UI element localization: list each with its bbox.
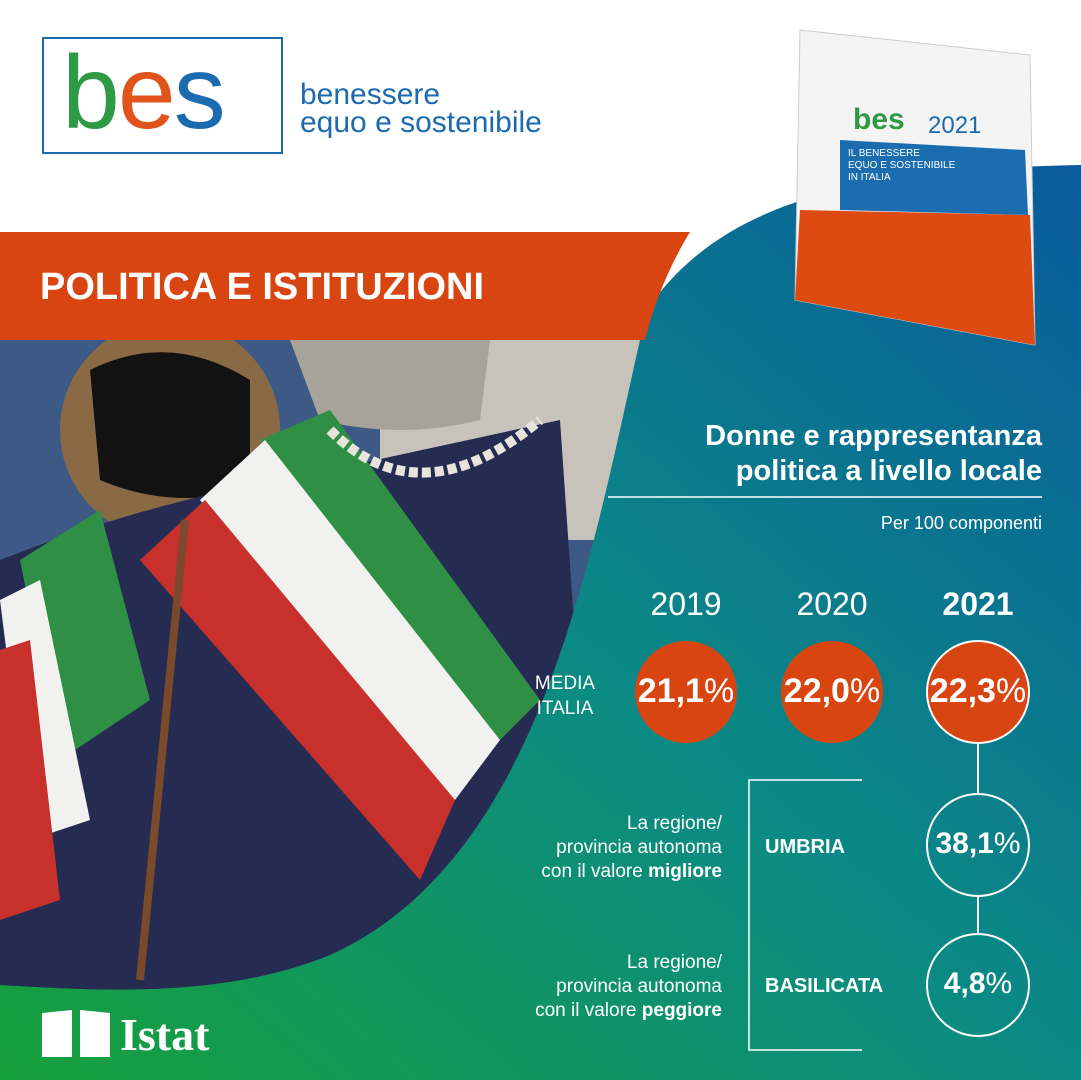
book-title: IL BENESSERE xyxy=(848,148,920,159)
istat-icon xyxy=(42,1010,110,1057)
value: 38,1 xyxy=(935,827,994,860)
value: 21,1 xyxy=(637,672,704,710)
book-title: IN ITALIA xyxy=(848,172,891,183)
year-label: 2019 xyxy=(650,586,722,622)
subtitle: Per 100 componenti xyxy=(880,513,1042,533)
unit: % xyxy=(849,672,881,710)
unit: % xyxy=(985,967,1013,1000)
value: 4,8 xyxy=(943,967,986,1000)
value: 22,0 xyxy=(783,672,850,710)
logo-letter: s xyxy=(173,35,226,151)
book-cover xyxy=(794,29,1036,346)
chart-title: Donne e rappresentanza xyxy=(705,420,1042,452)
section-band xyxy=(0,232,690,340)
region-name: UMBRIA xyxy=(765,836,845,858)
value: 22,3 xyxy=(929,672,996,710)
description: con il valore migliore xyxy=(541,860,722,884)
region-value: 4,8% xyxy=(928,967,1028,1001)
chart-title: politica a livello locale xyxy=(735,455,1042,487)
region-name: BASILICATA xyxy=(765,975,884,997)
book-year: 2021 xyxy=(928,112,982,139)
description: La regione/ xyxy=(626,952,722,973)
unit: % xyxy=(993,827,1021,860)
year-label: 2020 xyxy=(796,586,868,622)
book-title: EQUO E SOSTENIBILE xyxy=(848,160,956,171)
logo-letter: b xyxy=(62,35,120,151)
region-circle xyxy=(926,933,1030,1037)
average-label: ITALIA xyxy=(536,698,594,719)
description: provincia autonoma xyxy=(556,837,722,858)
description-text: con il valore xyxy=(535,1000,637,1021)
year-label: 2021 xyxy=(942,586,1014,622)
average-value: 21,1% xyxy=(631,672,741,711)
bracket xyxy=(748,779,862,1051)
photo xyxy=(0,340,640,990)
logo-letter: e xyxy=(117,35,176,151)
unit: % xyxy=(703,672,735,710)
book-mark: bes xyxy=(853,103,905,136)
logo-frame xyxy=(42,37,283,154)
average-value: 22,3% xyxy=(923,672,1033,711)
description: con il valore peggiore xyxy=(535,999,722,1023)
unit: % xyxy=(995,672,1027,710)
average-circle xyxy=(781,641,883,743)
average-value: 22,0% xyxy=(777,672,887,711)
description: La regione/ xyxy=(626,813,722,834)
description: provincia autonoma xyxy=(556,976,722,997)
footer-brand: Istat xyxy=(120,1009,210,1060)
average-circle xyxy=(635,641,737,743)
logo-mark: bes xyxy=(62,35,226,151)
description-text: con il valore xyxy=(541,861,643,882)
emphasis: peggiore xyxy=(641,1000,722,1021)
region-value: 38,1% xyxy=(928,827,1028,861)
section-title: POLITICA E ISTITUZIONI xyxy=(40,266,485,308)
logo-tagline: benessere xyxy=(300,78,441,111)
emphasis: migliore xyxy=(648,861,722,882)
average-label: MEDIA xyxy=(534,673,596,694)
logo-tagline: equo e sostenibile xyxy=(300,106,542,139)
